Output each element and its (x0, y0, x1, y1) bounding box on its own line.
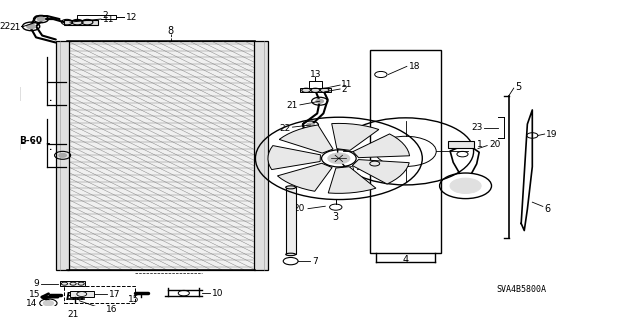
Text: 23: 23 (471, 123, 483, 132)
Text: 3: 3 (333, 212, 339, 222)
Ellipse shape (285, 253, 296, 256)
Bar (370, 50, 441, 253)
Bar (448, 141, 474, 148)
Text: FR.: FR. (66, 292, 85, 302)
Text: 21: 21 (287, 101, 298, 110)
Text: 11: 11 (341, 80, 353, 89)
Circle shape (307, 123, 314, 127)
Text: 15: 15 (29, 290, 40, 299)
Text: 20: 20 (294, 204, 305, 213)
Polygon shape (328, 167, 376, 193)
Text: 5: 5 (515, 82, 521, 92)
Text: 17: 17 (109, 290, 120, 299)
Text: 4: 4 (403, 255, 409, 264)
Polygon shape (352, 160, 409, 184)
Circle shape (316, 100, 323, 103)
Text: 19: 19 (344, 166, 356, 175)
Polygon shape (279, 125, 333, 153)
Text: 15: 15 (128, 295, 140, 304)
Text: 20: 20 (489, 140, 500, 150)
Bar (70, 291, 93, 297)
Circle shape (450, 178, 481, 194)
Bar (16, 82, 51, 105)
Bar (64, 20, 98, 25)
Text: 18: 18 (409, 62, 420, 71)
Text: B-60-1: B-60-1 (19, 143, 52, 152)
Bar (300, 88, 331, 93)
Bar (285, 187, 296, 255)
Bar (60, 281, 86, 286)
Bar (56, 41, 69, 270)
Text: 1: 1 (477, 140, 483, 149)
Circle shape (59, 153, 67, 157)
Text: 9: 9 (33, 279, 39, 288)
Circle shape (328, 153, 350, 164)
Polygon shape (277, 163, 332, 191)
Text: 8: 8 (168, 26, 173, 36)
Text: 22: 22 (280, 123, 291, 133)
Text: 13: 13 (310, 70, 321, 79)
Text: B-60-1: B-60-1 (19, 93, 52, 102)
Text: 21: 21 (9, 23, 20, 32)
Bar (64, 286, 135, 303)
Text: 21: 21 (67, 310, 78, 319)
Polygon shape (268, 145, 321, 170)
Text: 14: 14 (26, 299, 37, 308)
Text: 11: 11 (103, 15, 115, 24)
Bar (16, 144, 51, 167)
Polygon shape (353, 134, 410, 158)
Circle shape (27, 24, 35, 28)
Polygon shape (332, 123, 379, 150)
Text: B-60: B-60 (19, 136, 42, 145)
Text: B-60: B-60 (19, 87, 42, 96)
Text: 7: 7 (312, 256, 318, 266)
Text: 19: 19 (546, 130, 557, 138)
Text: 12: 12 (125, 13, 137, 22)
Bar (254, 41, 268, 270)
Text: 2: 2 (341, 85, 347, 93)
Text: 10: 10 (212, 289, 223, 298)
Ellipse shape (285, 186, 296, 189)
Text: 2: 2 (103, 11, 108, 20)
Circle shape (44, 301, 53, 306)
Bar (67, 41, 255, 270)
Text: 6: 6 (545, 204, 551, 214)
Text: 16: 16 (106, 305, 117, 315)
Circle shape (37, 17, 45, 21)
Text: 22: 22 (0, 22, 11, 31)
Text: SVA4B5800A: SVA4B5800A (497, 285, 547, 294)
